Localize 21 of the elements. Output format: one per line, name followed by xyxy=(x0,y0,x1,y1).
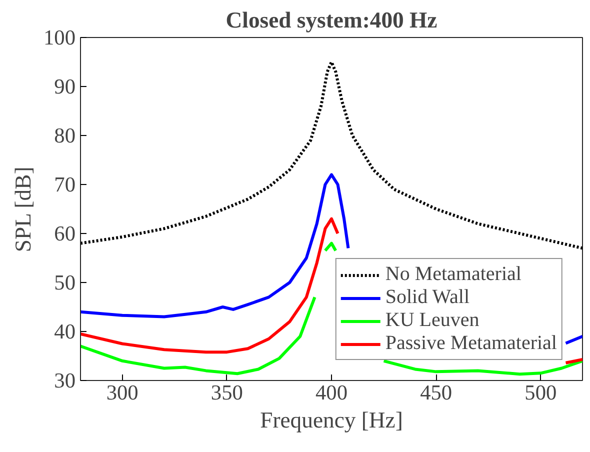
y-tick-label: 90 xyxy=(54,74,76,98)
legend-label: KU Leuven xyxy=(385,309,480,332)
legend-label: No Metamaterial xyxy=(385,263,522,286)
x-tick-label: 500 xyxy=(524,380,557,404)
y-axis-title: SPL [dB] xyxy=(10,166,36,252)
chart-title: Closed system:400 Hz xyxy=(226,8,438,32)
y-tick-label: 100 xyxy=(44,26,76,50)
x-tick-label: 300 xyxy=(106,380,138,404)
line-series xyxy=(80,60,582,250)
x-tick-label: 350 xyxy=(210,380,243,404)
y-tick-label: 40 xyxy=(54,320,76,344)
x-tick-label: 400 xyxy=(316,380,348,404)
x-tick-label: 450 xyxy=(420,380,452,404)
x-axis-title: Frequency [Hz] xyxy=(260,408,403,432)
y-tick-label: 60 xyxy=(54,222,76,246)
legend-label: Solid Wall xyxy=(385,286,470,309)
y-tick-label: 30 xyxy=(54,368,76,392)
y-tick-label: 50 xyxy=(54,270,76,294)
y-tick-label: 70 xyxy=(54,172,76,196)
legend-label: Passive Metamaterial xyxy=(385,332,557,355)
y-tick-label: 80 xyxy=(54,124,76,148)
